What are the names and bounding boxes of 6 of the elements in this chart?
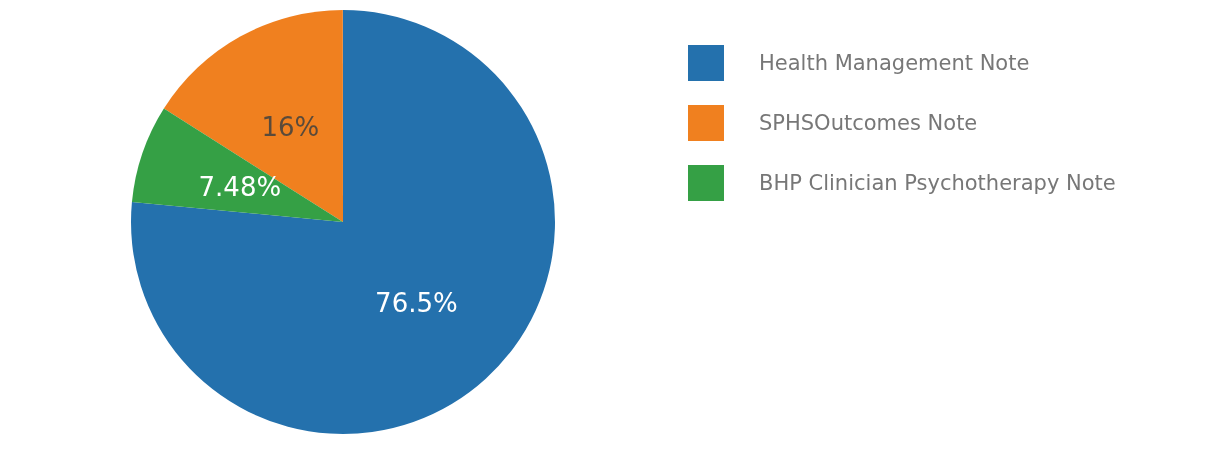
data-label: 16% (261, 111, 320, 142)
legend-label: SPHSOutcomes Note (759, 111, 978, 135)
legend-label: BHP Clinician Psychotherapy Note (759, 171, 1116, 195)
legend-label: Health Management Note (759, 51, 1030, 75)
data-label: 7.48% (198, 171, 282, 202)
data-label: 76.5% (375, 287, 458, 318)
